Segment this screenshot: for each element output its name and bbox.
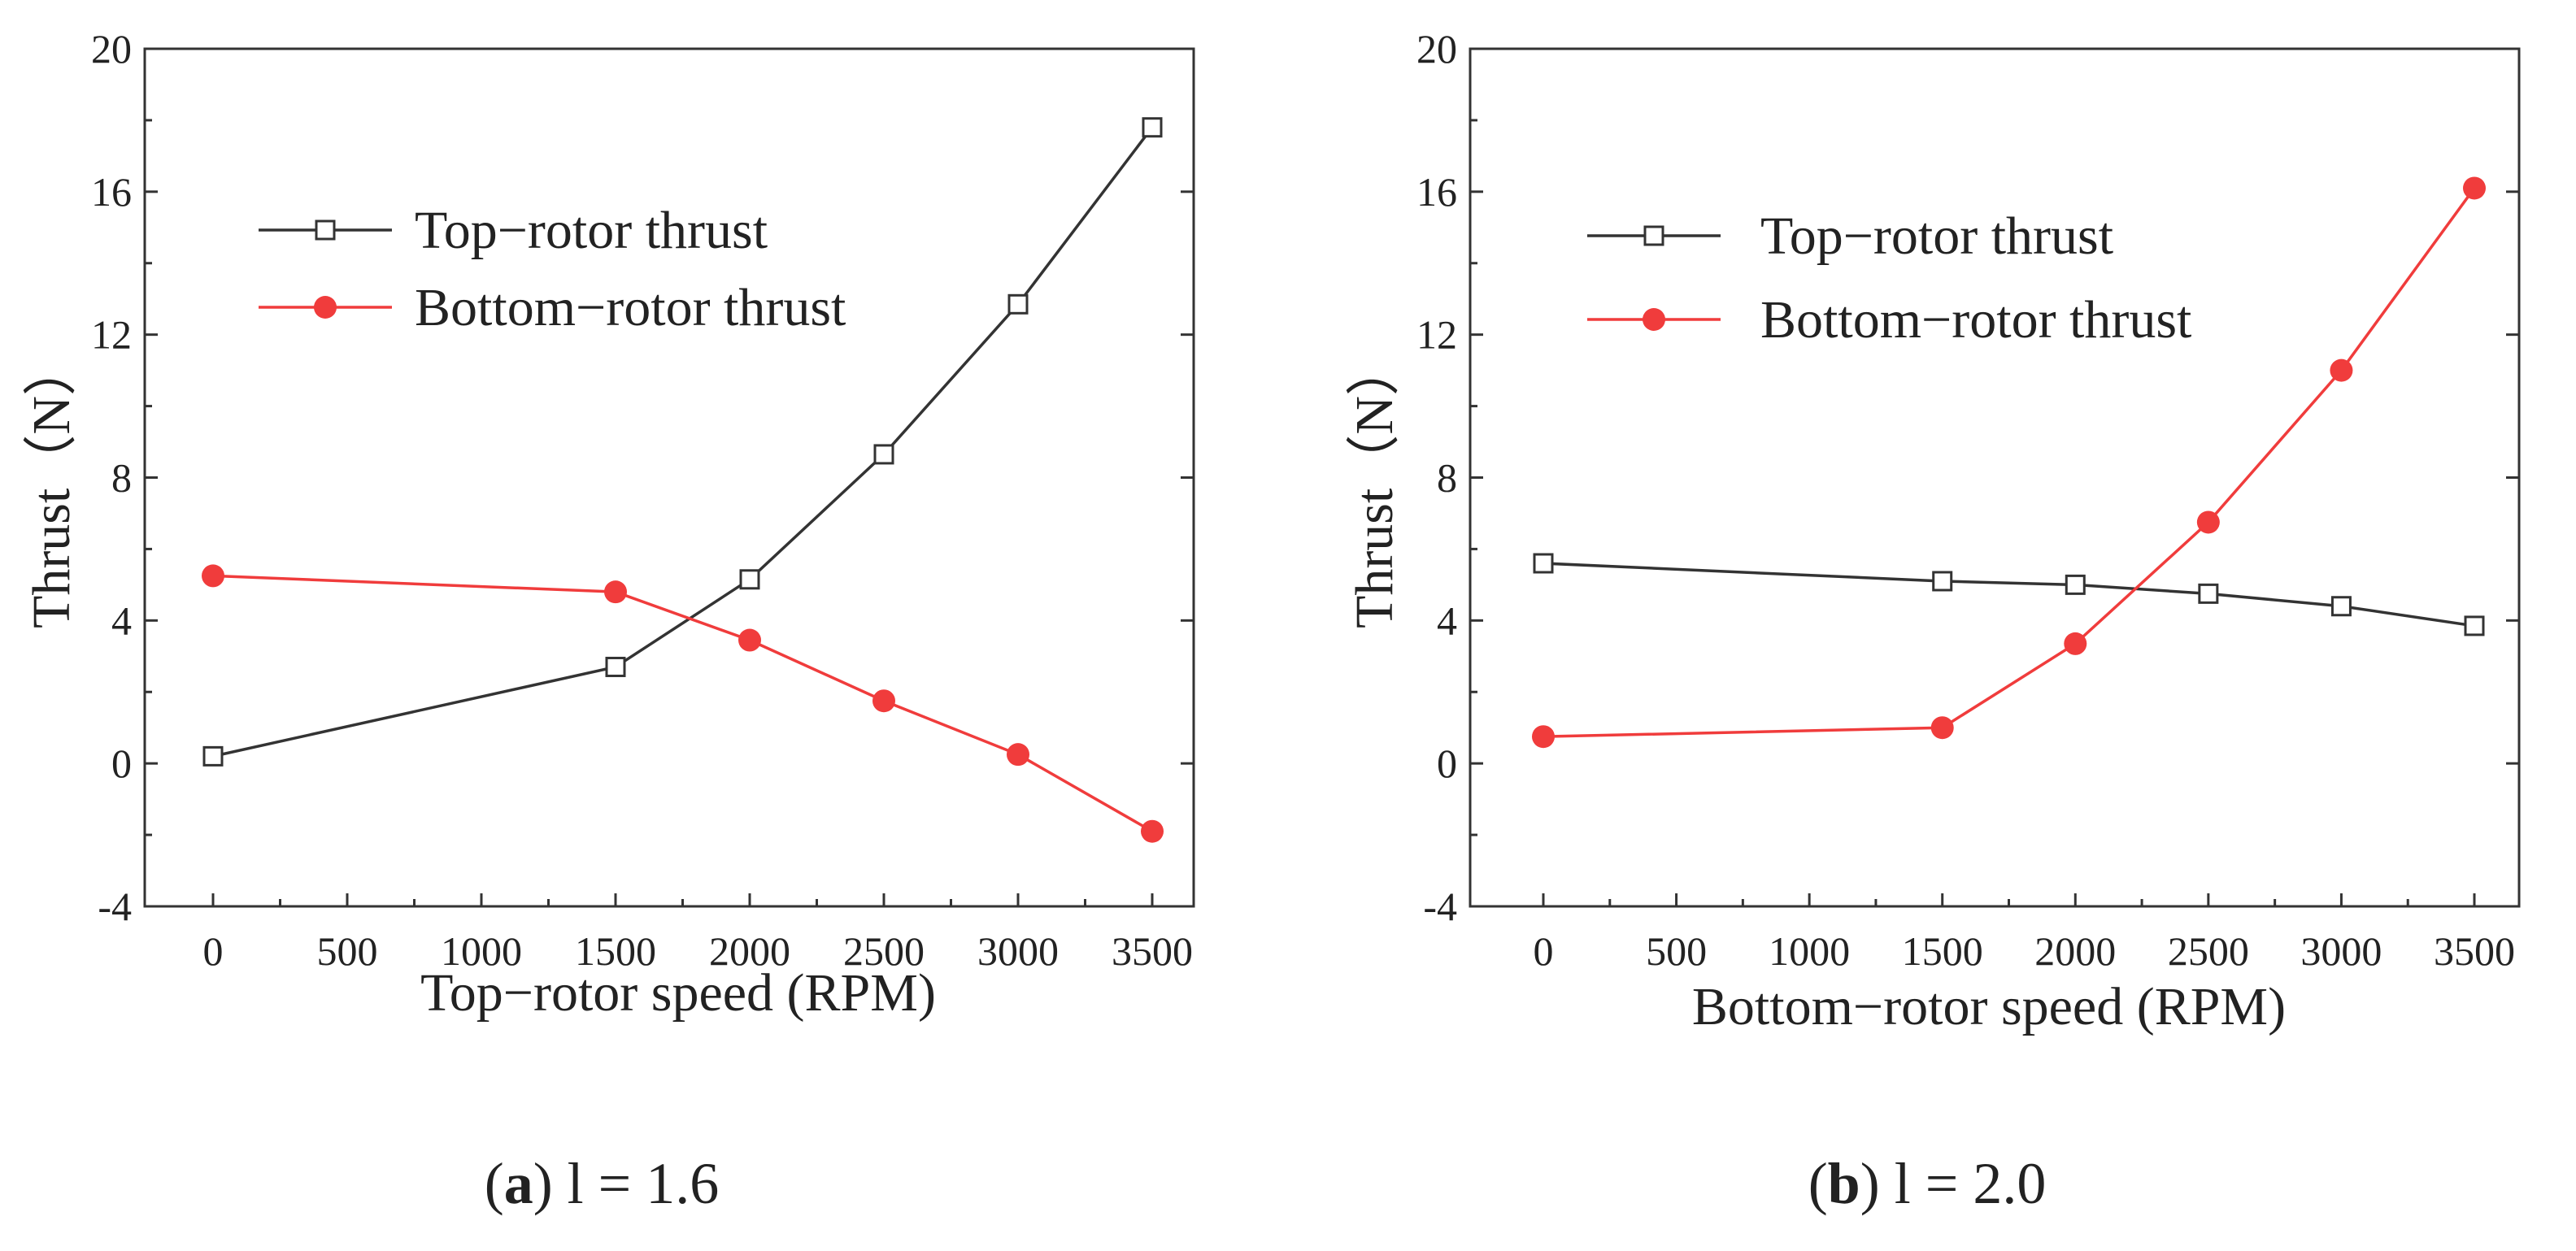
x-tick-label: 1000 [441,928,522,974]
x-tick-label: 1500 [575,928,656,974]
data-point-top-rotor [605,656,626,677]
y-tick-label: 16 [1416,169,1457,215]
data-point-top-rotor [873,444,894,465]
x-tick-label: 500 [317,928,378,974]
legend-label: Top−rotor thrust [415,201,768,260]
y-tick-label: -4 [98,884,132,929]
data-point-top-rotor [1007,293,1029,315]
data-point-top-rotor [739,569,760,590]
data-point-top-rotor [1932,571,1953,592]
data-point-bottom-rotor [2196,510,2220,534]
caption-text: l = 2.0 [1895,1151,2047,1216]
data-point-bottom-rotor [202,564,224,588]
caption-text: l = 1.6 [568,1151,720,1216]
x-tick-label: 3000 [977,928,1059,974]
x-tick-label: 3000 [2300,928,2382,974]
caption-paren-close: ) [1860,1151,1895,1216]
series-line-top-rotor [212,126,1154,758]
y-tick-label: 8 [1437,455,1457,501]
data-point-bottom-rotor [872,689,895,713]
y-tick-label: 12 [91,312,132,358]
data-point-top-rotor [1142,117,1163,138]
data-point-top-rotor [1533,553,1554,574]
x-tick-label: 500 [1646,928,1707,974]
y-tick-label: 4 [111,597,132,643]
chart-panel-a: -4 0 4 8 12 16 20 0 500 1000 1500 2000 2500 3000 3500 T… [22,26,1195,1216]
y-tick-label: 16 [91,169,132,215]
data-point-bottom-rotor [2330,358,2353,382]
figure-caption: (b) l = 2.0 [1808,1151,2047,1216]
caption-paren-close: ) [533,1151,568,1216]
chart-panel-b: -4 0 4 8 12 16 20 0 500 1000 1500 2000 2500 3000 3500 B… [1345,26,2521,1216]
plot-frame [143,47,1195,908]
y-tick-label: 20 [1416,26,1457,72]
x-tick-label: 0 [203,928,224,974]
data-point-bottom-rotor [1007,743,1029,767]
caption-letter: a [504,1151,533,1216]
data-point-top-rotor [2464,615,2485,636]
legend-marker-square [315,219,336,241]
data-point-top-rotor [2198,583,2219,604]
y-tick-label: -4 [1423,884,1457,929]
y-axis-label: Thrust（N） [22,342,81,628]
legend-marker-circle [1643,308,1665,331]
data-point-bottom-rotor [2064,632,2087,655]
data-point-bottom-rotor [738,628,761,652]
x-tick-label: 3500 [1112,928,1193,974]
legend-label: Bottom−rotor thrust [415,278,846,337]
data-point-bottom-rotor [1930,716,1954,740]
legend-label: Bottom−rotor thrust [1760,290,2191,350]
x-tick-label: 1000 [1769,928,1850,974]
legend: Top−rotor thrust Bottom−rotor thrust [259,201,846,337]
y-axis-label: Thrust（N） [1345,342,1404,628]
y-tick-label: 0 [1437,741,1457,786]
y-tick-label: 4 [1437,597,1457,643]
x-tick-label: 2000 [2034,928,2116,974]
y-tick-label: 0 [111,741,132,786]
caption-paren-open: ( [1808,1151,1828,1216]
data-point-top-rotor [2330,596,2352,617]
x-tick-label: 3500 [2434,928,2515,974]
legend: Top−rotor thrust Bottom−rotor thrust [1587,206,2191,350]
series-line-bottom-rotor [1543,187,2476,738]
x-tick-label: 0 [1534,928,1554,974]
plot-frame [1469,47,2521,908]
y-tick-label: 8 [111,455,132,501]
x-axis-label: Bottom−rotor speed (RPM) [1692,977,2286,1036]
legend-marker-circle [314,296,337,319]
y-tick-label: 20 [91,26,132,72]
data-point-top-rotor [2065,574,2086,595]
legend-label: Top−rotor thrust [1760,206,2113,266]
x-tick-label: 2000 [709,928,790,974]
series-line-bottom-rotor [212,574,1153,833]
data-point-top-rotor [202,745,224,767]
data-point-bottom-rotor [2463,176,2486,200]
x-axis-label: Top−rotor speed (RPM) [420,963,936,1023]
data-point-bottom-rotor [1141,819,1164,843]
x-tick-label: 2500 [2168,928,2249,974]
data-point-bottom-rotor [604,580,627,604]
series-line-top-rotor [1543,562,2475,628]
figure-caption: (a) l = 1.6 [485,1151,720,1216]
x-tick-label: 1500 [1902,928,1983,974]
data-point-bottom-rotor [1532,725,1555,749]
legend-marker-square [1643,225,1664,246]
x-tick-label: 2500 [843,928,925,974]
y-tick-label: 12 [1416,312,1457,358]
caption-paren-open: ( [485,1151,504,1216]
caption-letter: b [1828,1151,1860,1216]
